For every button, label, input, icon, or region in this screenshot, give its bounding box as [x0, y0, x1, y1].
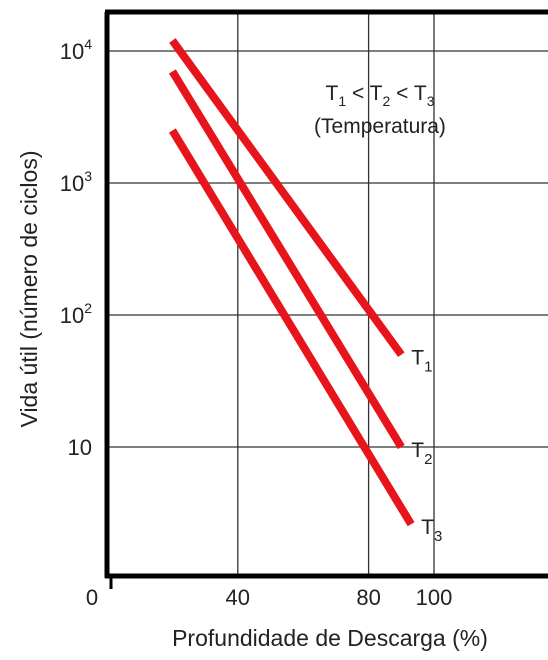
x-tick-label: 0 [86, 585, 98, 610]
series-label-1: T1 [411, 347, 432, 376]
x-tick-label: 80 [356, 585, 380, 610]
annotation-line1: T1 < T2 < T3 [326, 82, 435, 109]
series-label-3: T3 [421, 516, 442, 545]
x-tick-label: 100 [416, 585, 453, 610]
x-tick-label: 40 [226, 585, 250, 610]
series-labels: T1 T2 T3 [411, 347, 442, 545]
tick-labels: 0 40 80 100 104 103 102 10 [60, 36, 453, 610]
annotation-line2: (Temperatura) [314, 115, 446, 138]
y-tick-label: 103 [60, 168, 92, 196]
series-line-1 [169, 38, 405, 358]
x-axis-label: Profundidade de Descarga (%) [172, 625, 488, 651]
y-tick-label: 102 [60, 300, 92, 328]
y-tick-label: 10 [68, 435, 92, 460]
plot-frame [104, 9, 548, 589]
temperature-annotation: T1 < T2 < T3 (Temperatura) [314, 82, 446, 138]
series-group [168, 38, 415, 527]
series-line-2 [168, 69, 405, 450]
y-axis-label: Vida útil (número de ciclos) [16, 151, 42, 428]
series-line-3 [168, 128, 415, 527]
series-label-2: T2 [411, 439, 432, 468]
y-tick-label: 104 [60, 36, 92, 64]
